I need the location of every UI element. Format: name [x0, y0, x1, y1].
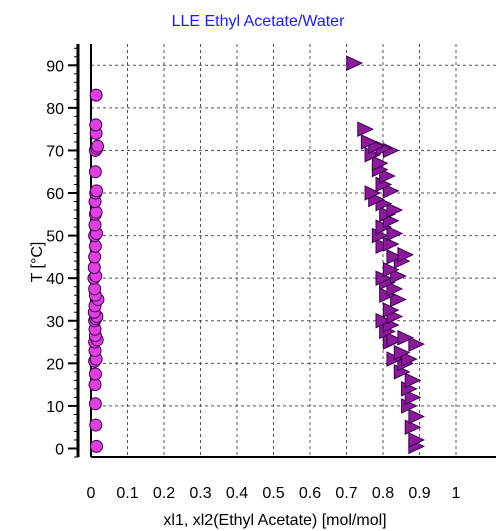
data-points — [87, 55, 426, 455]
x-axis-label: xl1, xl2(Ethyl Acetate) [mol/mol] — [163, 512, 386, 529]
triangle-point — [364, 185, 382, 201]
triangle-point — [386, 249, 404, 265]
x-tick-label: 0.8 — [372, 485, 394, 502]
x-tick-label: 0 — [87, 485, 96, 502]
y-tick-label: 80 — [46, 101, 64, 118]
triangle-point — [386, 202, 404, 218]
circle-point — [88, 165, 102, 179]
y-ticks: 0 10 20 30 40 50 60 70 80 90 — [46, 47, 78, 458]
triangle-point — [382, 261, 400, 278]
x-tick-label: 0.6 — [299, 485, 321, 502]
triangle-point — [382, 183, 400, 199]
x-ticks: 0 0.1 0.2 0.3 0.4 0.5 0.6 0.7 0.8 0.9 1 — [87, 485, 461, 502]
y-tick-label: 60 — [46, 186, 64, 203]
y-axis-label: T [°C] — [29, 242, 46, 283]
circle-point — [89, 439, 103, 453]
triangle-point — [346, 55, 363, 71]
circle-point — [89, 418, 103, 432]
triangle-point — [371, 155, 389, 172]
triangle-point — [404, 389, 422, 406]
triangle-point — [408, 336, 426, 352]
y-tick-label: 40 — [46, 271, 64, 288]
circle-point — [89, 88, 103, 102]
x-tick-label: 0.9 — [408, 485, 430, 502]
x-tick-label: 0.2 — [153, 485, 175, 502]
triangle-point — [386, 225, 404, 242]
triangle-point — [360, 134, 378, 150]
x-tick-label: 0.4 — [226, 485, 248, 502]
triangle-point — [357, 121, 374, 137]
triangle-point — [397, 329, 415, 346]
circle-point — [88, 397, 102, 411]
triangle-point — [386, 281, 404, 297]
y-tick-label: 90 — [46, 58, 64, 75]
x-tick-label: 0.3 — [189, 485, 211, 502]
circle-point — [88, 367, 102, 381]
y-tick-label: 70 — [46, 143, 64, 160]
triangle-point — [408, 432, 426, 448]
triangle-point — [393, 344, 411, 361]
y-tick-label: 0 — [55, 441, 64, 458]
y-tick-label: 20 — [46, 356, 64, 373]
triangle-point — [397, 246, 415, 263]
triangle-point — [404, 372, 422, 389]
axes — [76, 44, 496, 458]
y-tick-label: 10 — [46, 399, 64, 416]
chart-title: LLE Ethyl Acetate/Water — [172, 13, 346, 30]
y-tick-label: 50 — [46, 229, 64, 246]
y-tick-label: 30 — [46, 314, 64, 331]
triangle-point — [408, 408, 426, 425]
circle-point — [89, 118, 103, 132]
grid — [91, 44, 496, 457]
triangle-point — [379, 168, 396, 184]
triangle-point — [390, 291, 407, 308]
x-tick-label: 0.1 — [116, 485, 138, 502]
circle-point — [89, 184, 103, 198]
triangle-point — [386, 332, 404, 348]
x-tick-label: 1 — [452, 485, 461, 502]
x-tick-label: 0.7 — [335, 485, 357, 502]
triangle-point — [390, 268, 407, 284]
circle-point — [91, 139, 105, 153]
circle-point — [89, 205, 103, 219]
x-tick-label: 0.5 — [262, 485, 284, 502]
